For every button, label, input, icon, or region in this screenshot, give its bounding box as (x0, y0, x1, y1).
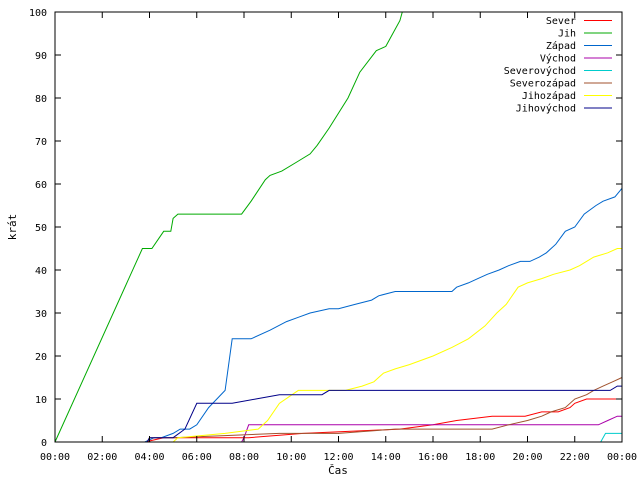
legend-label: Východ (540, 53, 576, 65)
x-axis-label: Čas (328, 464, 348, 477)
x-tick-label: 04:00 (134, 452, 164, 463)
series-line-1 (54, 11, 403, 443)
x-tick-label: 02:00 (87, 452, 117, 463)
legend-label: Severozápad (510, 78, 576, 90)
legend-label: Jihovýchod (516, 103, 576, 115)
series-line-6 (55, 248, 622, 443)
y-tick-label: 50 (35, 223, 47, 234)
series-line-7 (55, 385, 622, 443)
y-tick-label: 20 (35, 352, 47, 363)
y-tick-label: 30 (35, 309, 47, 320)
x-tick-label: 20:00 (512, 452, 542, 463)
y-tick-label: 10 (35, 395, 47, 406)
y-tick-label: 100 (29, 8, 47, 19)
x-tick-label: 12:00 (323, 452, 353, 463)
x-tick-label: 08:00 (229, 452, 259, 463)
x-tick-label: 18:00 (465, 452, 495, 463)
y-tick-label: 0 (41, 438, 47, 449)
legend-label: Sever (546, 16, 576, 27)
x-tick-label: 14:00 (371, 452, 401, 463)
legend-label: Západ (546, 40, 576, 52)
x-tick-label: 16:00 (418, 452, 448, 463)
y-tick-label: 60 (35, 180, 47, 191)
legend: Sever JihZápadVýchodSeverovýchodSeverozáp… (504, 16, 612, 115)
x-tick-label: 06:00 (182, 452, 212, 463)
legend-label: Jihozápad (522, 90, 576, 102)
x-tick-label: 22:00 (560, 452, 590, 463)
x-tick-label: 00:00 (40, 452, 70, 463)
legend-label: Jih (558, 29, 576, 40)
axes-layer: 0 10 20 30 40 50 60 70 80 90 100 00:00 02:00 04:00 06:… (29, 8, 637, 463)
y-axis-label: krát (6, 214, 19, 241)
legend-label: Severovýchod (504, 65, 576, 77)
x-tick-label: 10:00 (276, 452, 306, 463)
series-line-2 (55, 187, 623, 443)
series-line-0 (55, 398, 622, 443)
x-tick-label: 00:00 (607, 452, 637, 463)
y-tick-label: 70 (35, 137, 47, 148)
y-tick-label: 40 (35, 266, 47, 277)
y-tick-label: 90 (35, 51, 47, 62)
y-tick-label: 80 (35, 94, 47, 105)
